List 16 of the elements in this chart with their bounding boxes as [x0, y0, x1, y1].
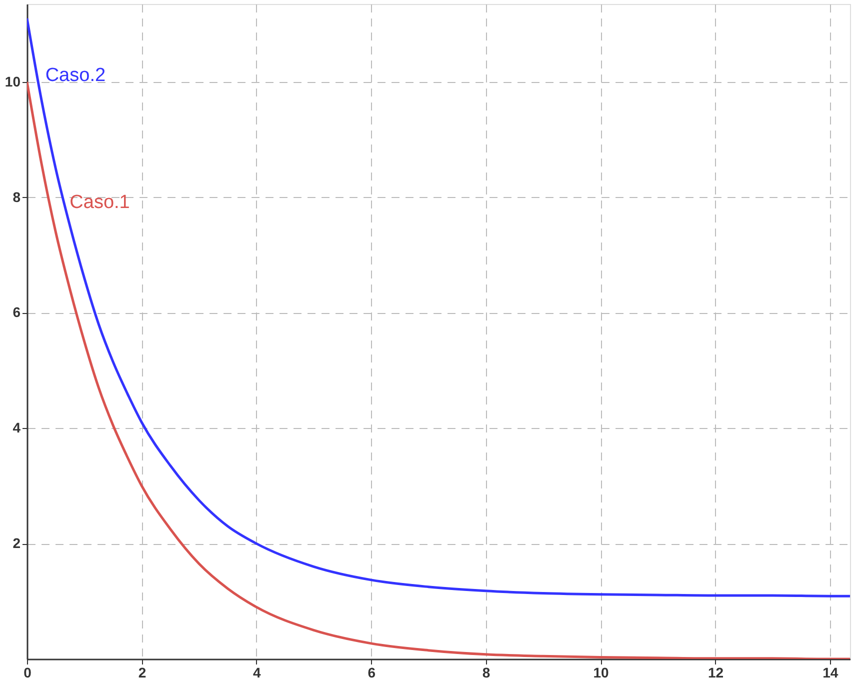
- x-tick-label: 8: [482, 664, 490, 680]
- y-tick-label: 2: [12, 535, 21, 552]
- line-series: [27, 17, 850, 598]
- x-tick-label: 12: [708, 664, 724, 680]
- x-tick-label: 14: [822, 664, 838, 680]
- x-tick-label: 4: [253, 664, 262, 680]
- y-tick-label: 6: [12, 304, 21, 320]
- y-tick-label: 8: [12, 188, 21, 205]
- x-tick-label: 0: [24, 664, 32, 680]
- y-tick-label: 4: [12, 420, 21, 436]
- series-label: Caso.1: [70, 192, 130, 213]
- y-tick-label: 10: [4, 73, 21, 90]
- x-tick-label: 10: [593, 664, 610, 680]
- x-tick-label: 2: [138, 664, 146, 680]
- x-tick-label: 6: [368, 664, 376, 680]
- series-label: Caso.2: [45, 65, 106, 86]
